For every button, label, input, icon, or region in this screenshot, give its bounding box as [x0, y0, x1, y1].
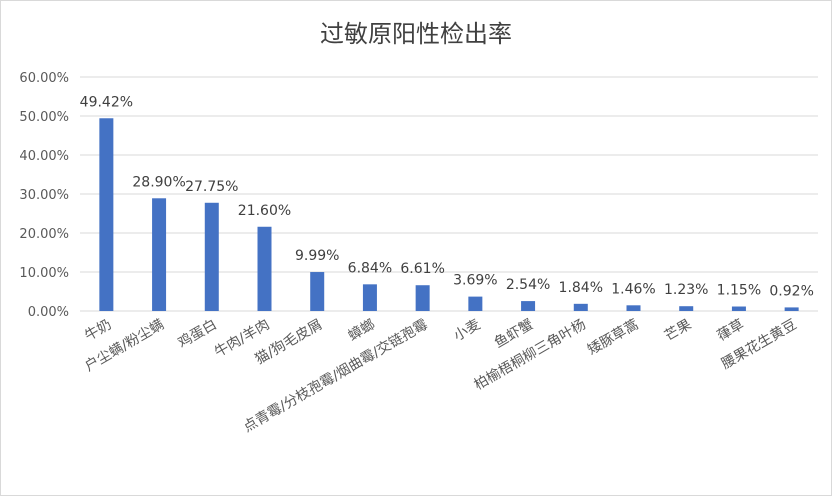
bar — [784, 307, 799, 311]
data-label: 21.60% — [238, 203, 291, 219]
data-label: 1.46% — [611, 281, 655, 297]
bar — [362, 284, 377, 311]
y-axis-ticks: 0.00% 10.00% 20.00% 30.00% 40.00% 50.00% 60.00… — [19, 71, 69, 320]
data-label: 9.99% — [295, 248, 339, 264]
y-tick-label: 60.00% — [19, 71, 69, 86]
bar — [204, 202, 219, 311]
bar — [468, 296, 483, 311]
chart-title: 过敏原阳性检出率 — [320, 20, 512, 48]
data-label: 6.61% — [400, 261, 444, 277]
bars — [99, 118, 799, 312]
x-tick-label: 蟑螂 — [346, 317, 378, 345]
data-label: 1.15% — [717, 283, 761, 299]
bar — [521, 301, 536, 311]
bar — [626, 305, 641, 311]
data-label: 1.84% — [559, 280, 603, 296]
data-label: 49.42% — [80, 94, 133, 110]
y-tick-label: 40.00% — [19, 149, 69, 164]
gridlines — [80, 76, 818, 312]
x-tick-label: 芒果 — [662, 317, 694, 345]
bar — [257, 226, 272, 311]
data-label: 2.54% — [506, 277, 550, 293]
x-tick-label: 葎草 — [715, 317, 747, 345]
data-labels: 49.42% 28.90% 27.75%21.60% 9.99% 6.84% 6.61% 3… — [80, 94, 814, 299]
y-tick-label: 30.00% — [19, 188, 69, 203]
bar — [415, 285, 430, 311]
y-tick-label: 20.00% — [19, 227, 69, 242]
bar — [310, 272, 325, 311]
x-tick-label: 矮豚草蒿 — [585, 317, 641, 359]
data-label: 0.92% — [769, 283, 813, 299]
data-label: 28.90% — [132, 174, 185, 190]
data-label: 27.75% — [185, 179, 238, 195]
data-label: 6.84% — [348, 260, 392, 276]
bar — [731, 306, 746, 311]
bar — [679, 306, 694, 311]
x-tick-label: 点青霉/分枝孢霉/烟曲霉/交链孢霉 — [240, 316, 431, 436]
y-tick-label: 0.00% — [28, 305, 69, 320]
data-label: 1.23% — [664, 282, 708, 298]
bar — [573, 303, 588, 311]
y-tick-label: 50.00% — [19, 110, 69, 125]
bar — [152, 198, 167, 311]
x-tick-label: 牛奶 — [82, 317, 114, 345]
y-tick-label: 10.00% — [19, 266, 69, 281]
bar — [99, 118, 114, 312]
data-label: 3.69% — [453, 273, 497, 289]
x-tick-label: 小麦 — [451, 317, 483, 345]
